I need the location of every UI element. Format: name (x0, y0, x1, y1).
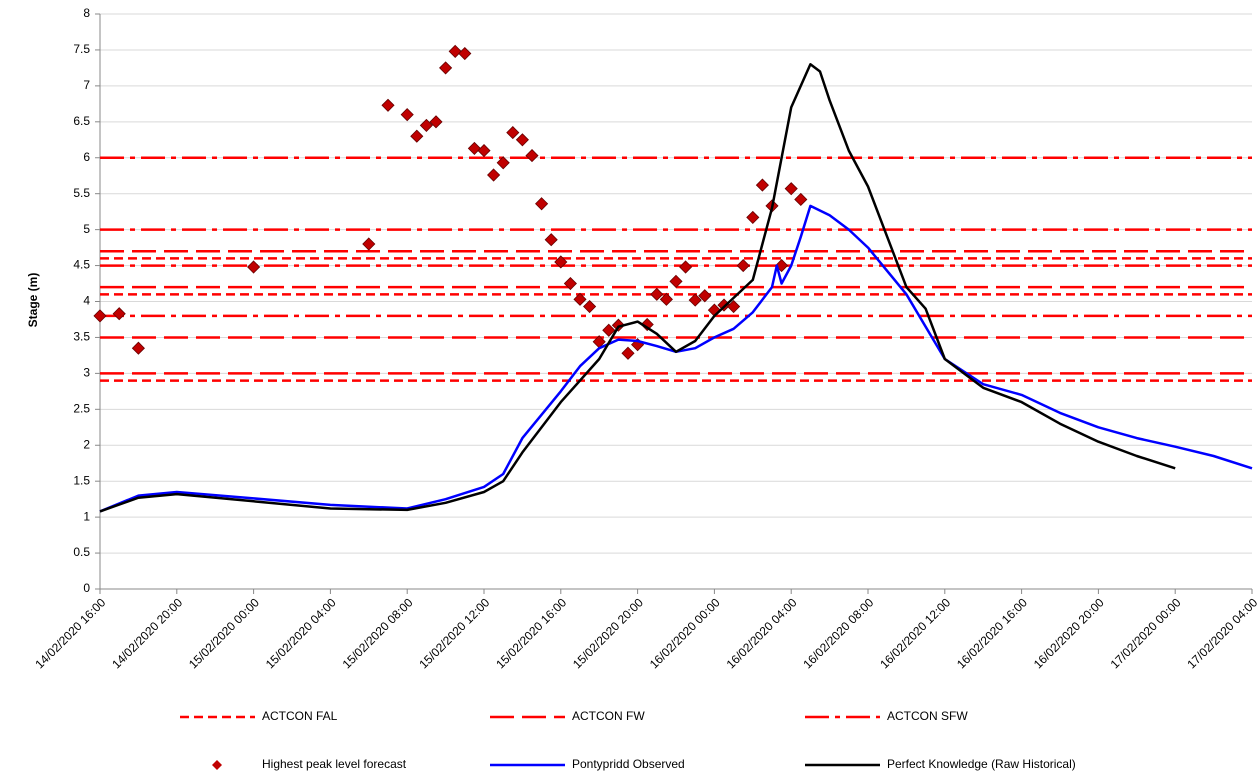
forecast-point (362, 237, 376, 251)
forecast-point (688, 293, 702, 307)
y-axis-label: Stage (m) (26, 273, 40, 328)
x-tick-label: 15/02/2020 04:00 (263, 595, 339, 671)
x-tick-label: 16/02/2020 08:00 (800, 595, 876, 671)
forecast-point (602, 323, 616, 337)
x-tick-label: 16/02/2020 12:00 (877, 595, 953, 671)
y-tick-label: 1 (83, 509, 90, 523)
forecast-point (439, 61, 453, 75)
forecast-point (487, 168, 501, 182)
y-tick-label: 4.5 (73, 258, 90, 272)
x-tick-label: 16/02/2020 00:00 (647, 595, 723, 671)
forecast-point (698, 289, 712, 303)
x-tick-label: 15/02/2020 00:00 (186, 595, 262, 671)
forecast-point (784, 182, 798, 196)
forecast-point (419, 118, 433, 132)
forecast-point (775, 258, 789, 273)
forecast-point (400, 108, 414, 122)
y-tick-label: 3.5 (73, 330, 90, 344)
x-tick-label: 15/02/2020 20:00 (570, 595, 646, 671)
y-tick-label: 5.5 (73, 186, 90, 200)
x-tick-label: 17/02/2020 00:00 (1108, 595, 1184, 671)
forecast-point (93, 309, 107, 323)
forecast-point (755, 178, 769, 192)
y-tick-label: 0 (83, 581, 90, 595)
y-tick-label: 2 (83, 437, 90, 451)
legend-label: Perfect Knowledge (Raw Historical) (887, 757, 1076, 771)
x-tick-label: 15/02/2020 16:00 (493, 595, 569, 671)
y-tick-label: 6 (83, 150, 90, 164)
legend-swatch (212, 760, 222, 770)
legend-label: Pontypridd Observed (572, 757, 685, 771)
x-tick-label: 14/02/2020 16:00 (32, 595, 108, 671)
series-line (99, 63, 1176, 513)
forecast-point (458, 46, 472, 61)
y-tick-label: 3 (83, 366, 90, 380)
forecast-point (429, 115, 443, 129)
forecast-point (794, 192, 808, 207)
forecast-point (410, 129, 424, 143)
forecast-point (563, 276, 577, 291)
forecast-point (621, 346, 635, 360)
forecast-point (131, 341, 145, 355)
y-tick-label: 1.5 (73, 473, 90, 487)
forecast-point (381, 98, 395, 112)
legend-label: ACTCON SFW (887, 709, 968, 723)
forecast-point (112, 307, 126, 321)
forecast-point (573, 292, 587, 306)
y-tick-label: 8 (83, 6, 90, 20)
x-tick-label: 15/02/2020 12:00 (416, 595, 492, 671)
y-tick-label: 2.5 (73, 401, 90, 415)
legend-label: Highest peak level forecast (262, 757, 407, 771)
series-line (99, 204, 1253, 513)
forecast-point (247, 260, 261, 274)
forecast-point (535, 197, 549, 211)
x-tick-label: 15/02/2020 08:00 (340, 595, 416, 671)
x-tick-label: 16/02/2020 20:00 (1031, 595, 1107, 671)
forecast-point (554, 255, 568, 269)
x-tick-label: 16/02/2020 16:00 (954, 595, 1030, 671)
y-tick-label: 7.5 (73, 42, 90, 56)
forecast-point (525, 149, 539, 163)
forecast-point (515, 133, 529, 147)
forecast-point (583, 299, 597, 314)
y-tick-label: 4 (83, 294, 90, 308)
forecast-point (746, 210, 760, 224)
legend-label: ACTCON FW (572, 709, 645, 723)
forecast-point (477, 143, 491, 158)
forecast-point (679, 260, 693, 274)
x-tick-label: 16/02/2020 04:00 (724, 595, 800, 671)
legend-label: ACTCON FAL (262, 709, 338, 723)
forecast-point (496, 156, 510, 170)
forecast-point (611, 318, 625, 332)
y-tick-label: 0.5 (73, 545, 90, 559)
forecast-point (727, 299, 741, 314)
forecast-point (448, 44, 462, 58)
forecast-point (467, 141, 481, 155)
forecast-point (669, 274, 683, 288)
x-tick-label: 14/02/2020 20:00 (109, 595, 185, 671)
y-tick-label: 5 (83, 222, 90, 236)
forecast-point (650, 287, 664, 301)
forecast-point (506, 126, 520, 140)
forecast-point (659, 292, 673, 306)
forecast-point (736, 258, 750, 273)
x-tick-label: 17/02/2020 04:00 (1184, 595, 1260, 671)
y-tick-label: 7 (83, 78, 90, 92)
forecast-point (544, 233, 558, 247)
y-tick-label: 6.5 (73, 114, 90, 128)
forecast-point (640, 317, 654, 332)
